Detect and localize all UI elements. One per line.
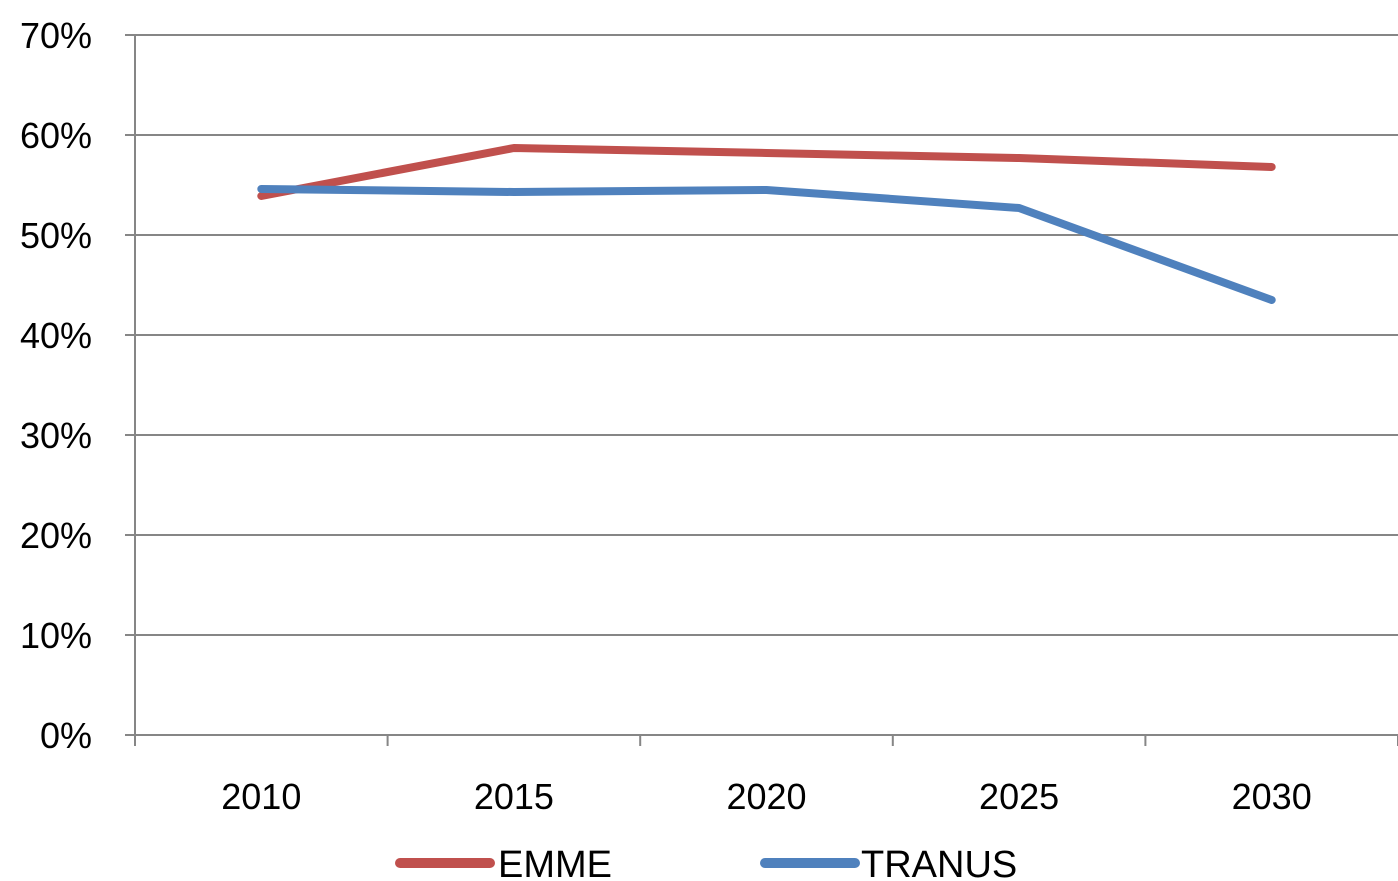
- grid-lines: [135, 35, 1398, 635]
- x-tick-label: 2030: [1232, 776, 1312, 817]
- x-tick-label: 2025: [979, 776, 1059, 817]
- legend: EMME TRANUS: [400, 844, 1017, 881]
- y-tick-label: 70%: [20, 15, 92, 56]
- y-tick-label: 50%: [20, 215, 92, 256]
- x-tick-label: 2020: [726, 776, 806, 817]
- y-tick-label: 40%: [20, 315, 92, 356]
- series-line-tranus: [261, 189, 1271, 300]
- series-lines: [261, 148, 1271, 300]
- legend-item-tranus: TRANUS: [765, 844, 1017, 881]
- y-tick-label: 30%: [20, 415, 92, 456]
- y-tick-label: 10%: [20, 615, 92, 656]
- y-tick-label: 0%: [40, 715, 92, 756]
- x-tick-labels: 2010 2015 2020 2025 2030: [221, 776, 1311, 817]
- legend-label-tranus: TRANUS: [861, 844, 1017, 881]
- x-tick-label: 2015: [474, 776, 554, 817]
- x-tick-label: 2010: [221, 776, 301, 817]
- y-tick-labels: 0% 10% 20% 30% 40% 50% 60% 70%: [20, 15, 92, 756]
- y-tick-label: 60%: [20, 115, 92, 156]
- legend-item-emme: EMME: [400, 844, 612, 881]
- axes: [125, 35, 1398, 746]
- y-tick-label: 20%: [20, 515, 92, 556]
- legend-label-emme: EMME: [498, 844, 612, 881]
